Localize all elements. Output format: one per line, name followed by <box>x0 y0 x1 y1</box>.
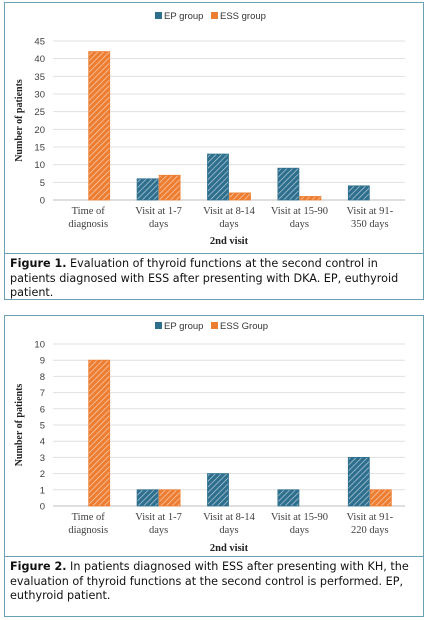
y-tick-label: 2 <box>40 469 45 480</box>
bar-ess-group <box>369 489 392 507</box>
y-tick-label: 3 <box>40 453 45 464</box>
x-tick-label: Visit at 91-220 days <box>346 512 393 536</box>
figure-2-caption-text: In patients diagnosed with ESS after pre… <box>10 560 409 602</box>
bar-ep-group <box>136 178 159 201</box>
y-tick-label: 1 <box>40 485 45 496</box>
legend-label: ESS group <box>220 11 266 22</box>
bar-ep-group <box>207 473 229 507</box>
y-tick-label: 0 <box>40 502 45 513</box>
x-tick-label: Visit at 8-14 days <box>203 206 256 230</box>
x-tick-label: Time of diagnosis <box>68 206 108 230</box>
figure-2-chart: 0 1 2 3 4 5 6 7 8 9 10 Time of diagnosis Visit at 1-7… <box>14 321 405 554</box>
figure-2-caption-label: Figure 2. <box>10 560 67 573</box>
bar-ess-group <box>88 359 111 507</box>
x-tick-label: Visit at 15-90 days <box>271 206 328 230</box>
y-axis-label: Number of patients <box>14 384 25 467</box>
bar-ep-group <box>347 185 370 201</box>
legend-swatch <box>155 12 162 19</box>
x-tick-label: Time of diagnosis <box>68 512 108 536</box>
figure-1-panel: 0 5 10 15 20 25 30 35 40 45 Time of diagnosis Visit … <box>4 2 424 300</box>
x-tick-label: Visit at 15-90 days <box>271 512 328 536</box>
legend-swatch <box>211 12 218 19</box>
x-tick-label: Visit at 91-350 days <box>346 206 393 230</box>
legend-swatch <box>155 322 162 329</box>
x-axis-label: 2nd visit <box>210 543 249 554</box>
x-axis-label: 2nd visit <box>210 236 249 247</box>
y-tick-label: 0 <box>40 196 45 207</box>
x-tick-label: Visit at 1-7 days <box>135 206 182 230</box>
y-axis-label: Number of patients <box>14 79 25 162</box>
bar-ep-group <box>207 153 229 201</box>
y-tick-label: 10 <box>34 340 45 351</box>
bar-ess-group <box>229 192 251 201</box>
bar-ess-group <box>299 196 322 201</box>
x-tick-label: Visit at 8-14 days <box>203 512 256 536</box>
y-tick-label: 4 <box>40 437 45 448</box>
y-tick-label: 6 <box>40 404 45 415</box>
y-tick-label: 20 <box>34 125 45 136</box>
figure-2-panel: 0 1 2 3 4 5 6 7 8 9 10 Time of diagnosis Visit at 1-7… <box>4 315 424 617</box>
bar-ep-group <box>277 167 300 201</box>
bar-ep-group <box>277 489 300 507</box>
legend-label: ESS Group <box>220 321 268 332</box>
y-tick-label: 5 <box>40 421 45 432</box>
x-tick-label: Visit at 1-7 days <box>135 512 182 536</box>
y-tick-label: 7 <box>40 388 45 399</box>
legend-label: EP group <box>164 11 203 22</box>
y-tick-label: 40 <box>34 54 45 65</box>
y-tick-label: 30 <box>34 90 45 101</box>
bar-ep-group <box>136 489 159 507</box>
y-tick-label: 25 <box>34 107 45 118</box>
legend-label: EP group <box>164 321 203 332</box>
y-tick-label: 9 <box>40 356 45 367</box>
bar-ess-group <box>158 174 181 201</box>
y-tick-label: 10 <box>34 160 45 171</box>
y-tick-label: 5 <box>40 178 45 189</box>
bar-ep-group <box>347 456 370 507</box>
legend-swatch <box>211 322 218 329</box>
bar-ess-group <box>88 51 111 201</box>
figure-2-caption: Figure 2. In patients diagnosed with ESS… <box>5 556 423 616</box>
y-tick-label: 15 <box>34 143 45 154</box>
y-tick-label: 35 <box>34 72 45 83</box>
figure-1-chart: 0 5 10 15 20 25 30 35 40 45 Time of diagnosis Visit … <box>14 11 405 247</box>
figure-1-caption: Figure 1. Evaluation of thyroid function… <box>5 253 423 299</box>
figure-1-caption-label: Figure 1. <box>10 257 67 270</box>
bar-ess-group <box>158 489 181 507</box>
y-tick-label: 45 <box>34 37 45 48</box>
figure-1-caption-text: Evaluation of thyroid functions at the s… <box>10 257 399 299</box>
y-tick-label: 8 <box>40 372 45 383</box>
